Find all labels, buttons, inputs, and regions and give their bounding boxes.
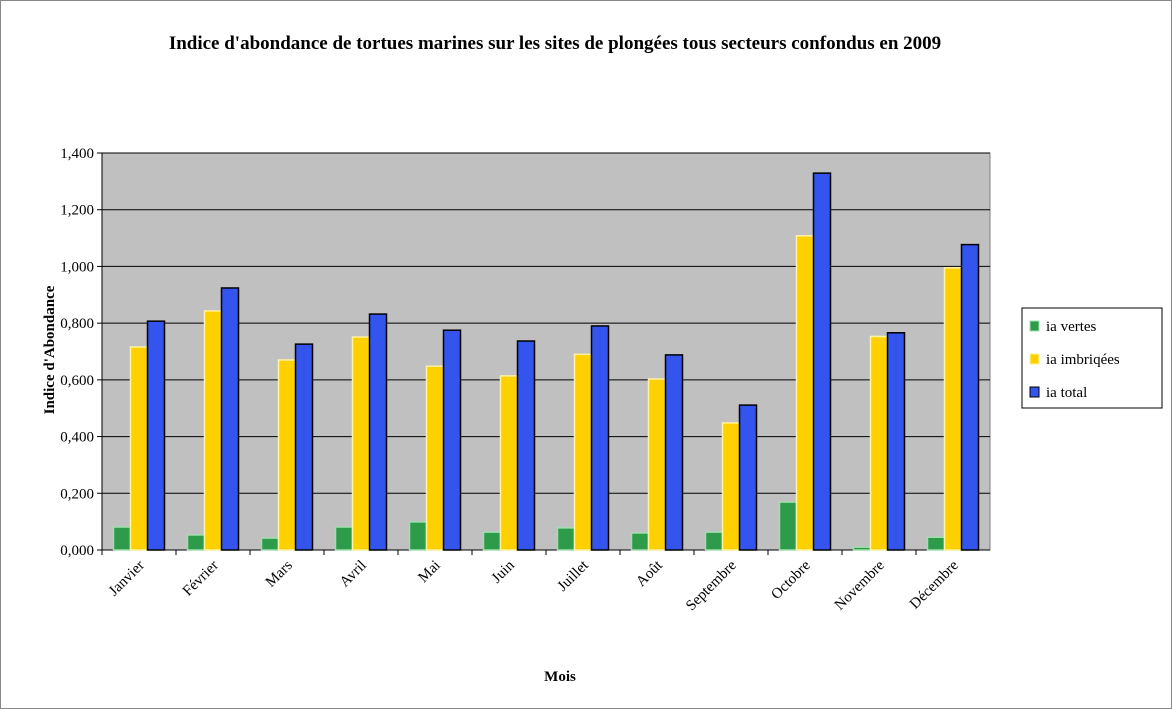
bar bbox=[146, 320, 166, 551]
x-tick-label: Mai bbox=[415, 558, 443, 586]
x-axis-label: Mois bbox=[544, 669, 576, 685]
bar bbox=[869, 335, 889, 551]
bar bbox=[277, 359, 297, 551]
bar bbox=[260, 537, 280, 551]
bar bbox=[408, 521, 428, 551]
bar bbox=[129, 346, 149, 551]
y-tick-label: 1,400 bbox=[60, 146, 94, 162]
x-tick-label: Juillet bbox=[555, 557, 593, 595]
y-tick-label: 0,800 bbox=[60, 316, 94, 332]
x-tick-label: Décembre bbox=[907, 557, 962, 612]
bar bbox=[442, 329, 462, 551]
y-tick-label: 0,200 bbox=[60, 486, 94, 502]
y-tick-label: 0,400 bbox=[60, 430, 94, 446]
x-tick-label: Mars bbox=[263, 557, 296, 590]
bar bbox=[294, 343, 314, 551]
x-tick-label: Novembre bbox=[832, 557, 888, 613]
legend-label: ia vertes bbox=[1046, 319, 1097, 335]
bar bbox=[926, 536, 946, 551]
legend-label: ia imbriqées bbox=[1046, 352, 1120, 368]
bar bbox=[960, 243, 980, 551]
bar bbox=[516, 340, 536, 551]
bar bbox=[112, 526, 132, 551]
bar bbox=[943, 267, 963, 551]
x-tick-label: Février bbox=[180, 558, 222, 600]
bar bbox=[186, 534, 206, 551]
y-axis-label: Indice d'Abondance bbox=[42, 285, 58, 414]
x-tick-label: Octobre bbox=[768, 557, 814, 603]
bar bbox=[220, 287, 240, 551]
x-tick-label: Juin bbox=[489, 557, 518, 586]
legend-swatch bbox=[1029, 386, 1040, 398]
y-tick-label: 0,000 bbox=[60, 543, 94, 559]
bar bbox=[704, 531, 724, 551]
bar bbox=[556, 527, 576, 551]
bar bbox=[573, 353, 593, 551]
bar bbox=[203, 310, 223, 551]
bar bbox=[425, 365, 445, 551]
bar bbox=[499, 375, 519, 551]
bar bbox=[590, 325, 610, 551]
bar bbox=[334, 526, 354, 551]
plot-area bbox=[101, 152, 991, 551]
bar bbox=[852, 546, 872, 551]
bar bbox=[738, 404, 758, 551]
bar bbox=[778, 501, 798, 551]
x-tick-label: Janvier bbox=[106, 558, 148, 600]
bar bbox=[482, 531, 502, 551]
bar bbox=[630, 532, 650, 551]
y-tick-label: 1,200 bbox=[60, 203, 94, 219]
bar bbox=[368, 313, 388, 551]
y-tick-label: 0,600 bbox=[60, 373, 94, 389]
x-tick-label: Avril bbox=[337, 558, 370, 591]
x-tick-label: Septembre bbox=[683, 557, 740, 614]
bar bbox=[351, 336, 371, 551]
bar bbox=[886, 332, 906, 551]
bar bbox=[812, 172, 832, 551]
x-tick-label: Août bbox=[633, 557, 666, 590]
bar bbox=[795, 235, 815, 551]
chart-title: Indice d'abondance de tortues marines su… bbox=[168, 33, 942, 54]
legend-swatch bbox=[1029, 320, 1040, 332]
legend-swatch bbox=[1029, 353, 1040, 365]
legend-box bbox=[1021, 307, 1163, 409]
bar bbox=[647, 378, 667, 551]
bar bbox=[721, 422, 741, 551]
legend-label: ia total bbox=[1046, 385, 1087, 401]
bar bbox=[664, 354, 684, 551]
y-tick-label: 1,000 bbox=[60, 259, 94, 275]
